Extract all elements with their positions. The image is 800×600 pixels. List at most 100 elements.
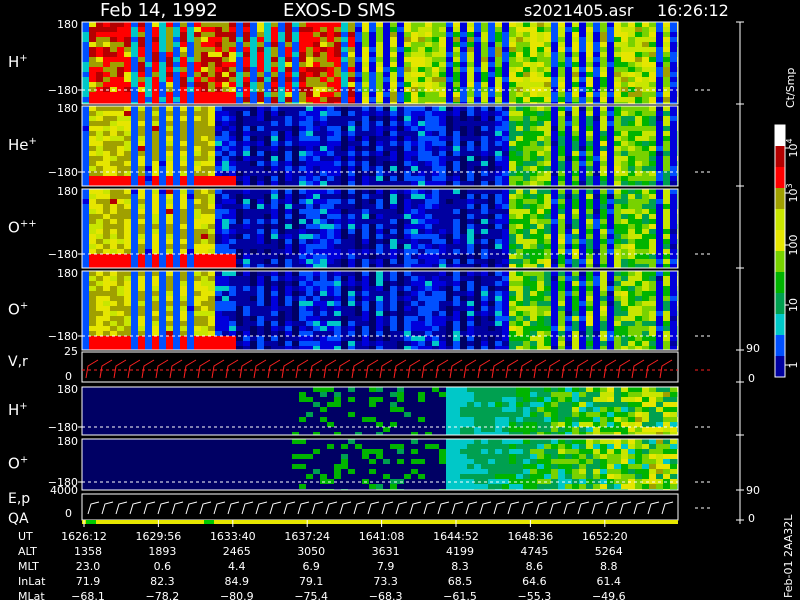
spectrogram-cell: [467, 62, 474, 67]
spectrogram-cell: [124, 27, 131, 32]
spectrogram-cell: [271, 271, 278, 276]
spectrogram-cell: [495, 181, 502, 186]
spectrogram-cell: [208, 204, 215, 209]
spectrogram-cell: [159, 27, 166, 32]
spectrogram-cell: [271, 311, 278, 316]
spectrogram-cell: [628, 244, 635, 249]
spectrogram-cell: [572, 151, 579, 156]
spectrogram-cell: [383, 281, 390, 286]
spectrogram-cell: [215, 111, 222, 116]
spectrogram-cell: [544, 199, 551, 204]
spectrogram-cell: [453, 254, 460, 259]
spectrogram-cell: [117, 286, 124, 291]
spectrogram-cell: [635, 209, 642, 214]
spectrogram-cell: [243, 254, 250, 259]
spectrogram-cell: [670, 52, 677, 57]
spectrogram-cell: [411, 111, 418, 116]
spectrogram-cell: [621, 204, 628, 209]
spectrogram-cell: [544, 176, 551, 181]
spectrogram-cell: [516, 42, 523, 47]
spectrogram-cell: [152, 111, 159, 116]
spectrogram-cell: [635, 126, 642, 131]
spectrogram-cell: [607, 106, 614, 111]
spectrogram-cell: [250, 121, 257, 126]
spectrogram-cell: [89, 259, 96, 264]
spectrogram-cell: [341, 151, 348, 156]
spectrogram-cell: [180, 42, 187, 47]
spectrogram-cell: [103, 156, 110, 161]
spectrogram-cell: [404, 111, 411, 116]
spectrogram-cell: [348, 194, 355, 199]
spectrogram-cell: [208, 116, 215, 121]
spectrogram-cell: [614, 176, 621, 181]
spectrogram-cell: [376, 57, 383, 62]
spectrogram-cell: [502, 146, 509, 151]
spectrogram-cell: [628, 62, 635, 67]
spectrogram-cell: [145, 214, 152, 219]
spectrogram-cell: [103, 229, 110, 234]
spectrogram-cell: [236, 67, 243, 72]
spectrogram-cell: [96, 311, 103, 316]
spectrogram-cell: [271, 72, 278, 77]
spectrogram-cell: [551, 189, 558, 194]
spectrogram-cell: [348, 82, 355, 87]
spectrogram-cell: [558, 166, 565, 171]
spectrogram-cell: [432, 136, 439, 141]
spectrogram-cell: [565, 47, 572, 52]
spectrogram-cell: [404, 102, 411, 104]
spectrogram-cell: [110, 301, 117, 306]
spectrogram-cell: [383, 254, 390, 259]
spectrogram-cell: [285, 42, 292, 47]
spectrogram-cell: [138, 311, 145, 316]
spectrogram-cell: [348, 296, 355, 301]
spectrogram-cell: [82, 22, 89, 27]
spectrogram-cell: [411, 189, 418, 194]
spectrogram-cell: [201, 32, 208, 37]
spectrogram-cell: [215, 22, 222, 27]
spectrogram-cell: [320, 271, 327, 276]
spectrogram-cell: [222, 27, 229, 32]
spectrogram-cell: [383, 116, 390, 121]
spectrogram-cell: [481, 67, 488, 72]
spectrogram-cell: [292, 67, 299, 72]
spectrogram-cell: [390, 92, 397, 97]
spectrogram-cell: [257, 239, 264, 244]
spectrogram-cell: [397, 199, 404, 204]
spectrogram-cell: [173, 306, 180, 311]
spectrogram-cell: [523, 92, 530, 97]
spectrogram-cell: [180, 111, 187, 116]
spectrogram-cell: [565, 264, 572, 268]
spectrogram-cell: [327, 326, 334, 331]
spectrogram-cell: [663, 136, 670, 141]
spectrogram-cell: [369, 194, 376, 199]
spectrogram-cell: [243, 27, 250, 32]
spectrogram-cell: [341, 136, 348, 141]
spectrogram-cell: [481, 244, 488, 249]
spectrogram-cell: [250, 234, 257, 239]
spectrogram-cell: [166, 77, 173, 82]
spectrogram-cell: [264, 176, 271, 181]
spectrogram-cell: [474, 27, 481, 32]
spectrogram-cell: [453, 121, 460, 126]
spectrogram-cell: [222, 209, 229, 214]
spectrogram-cell: [229, 121, 236, 126]
spectrogram-cell: [453, 209, 460, 214]
spectrogram-cell: [439, 259, 446, 264]
spectrogram-cell: [306, 199, 313, 204]
spectrogram-cell: [635, 229, 642, 234]
spectrogram-cell: [502, 111, 509, 116]
spectrogram-cell: [565, 239, 572, 244]
spectrogram-cell: [257, 72, 264, 77]
spectrogram-cell: [201, 204, 208, 209]
spectrogram-cell: [285, 229, 292, 234]
spectrogram-cell: [103, 136, 110, 141]
spectrogram-cell: [313, 82, 320, 87]
spectrogram-cell: [495, 22, 502, 27]
spectrogram-cell: [278, 244, 285, 249]
spectrogram-cell: [600, 42, 607, 47]
spectrogram-cell: [278, 27, 285, 32]
spectrogram-cell: [117, 301, 124, 306]
spectrogram-cell: [474, 121, 481, 126]
spectrogram-cell: [670, 229, 677, 234]
spectrogram-cell: [642, 146, 649, 151]
